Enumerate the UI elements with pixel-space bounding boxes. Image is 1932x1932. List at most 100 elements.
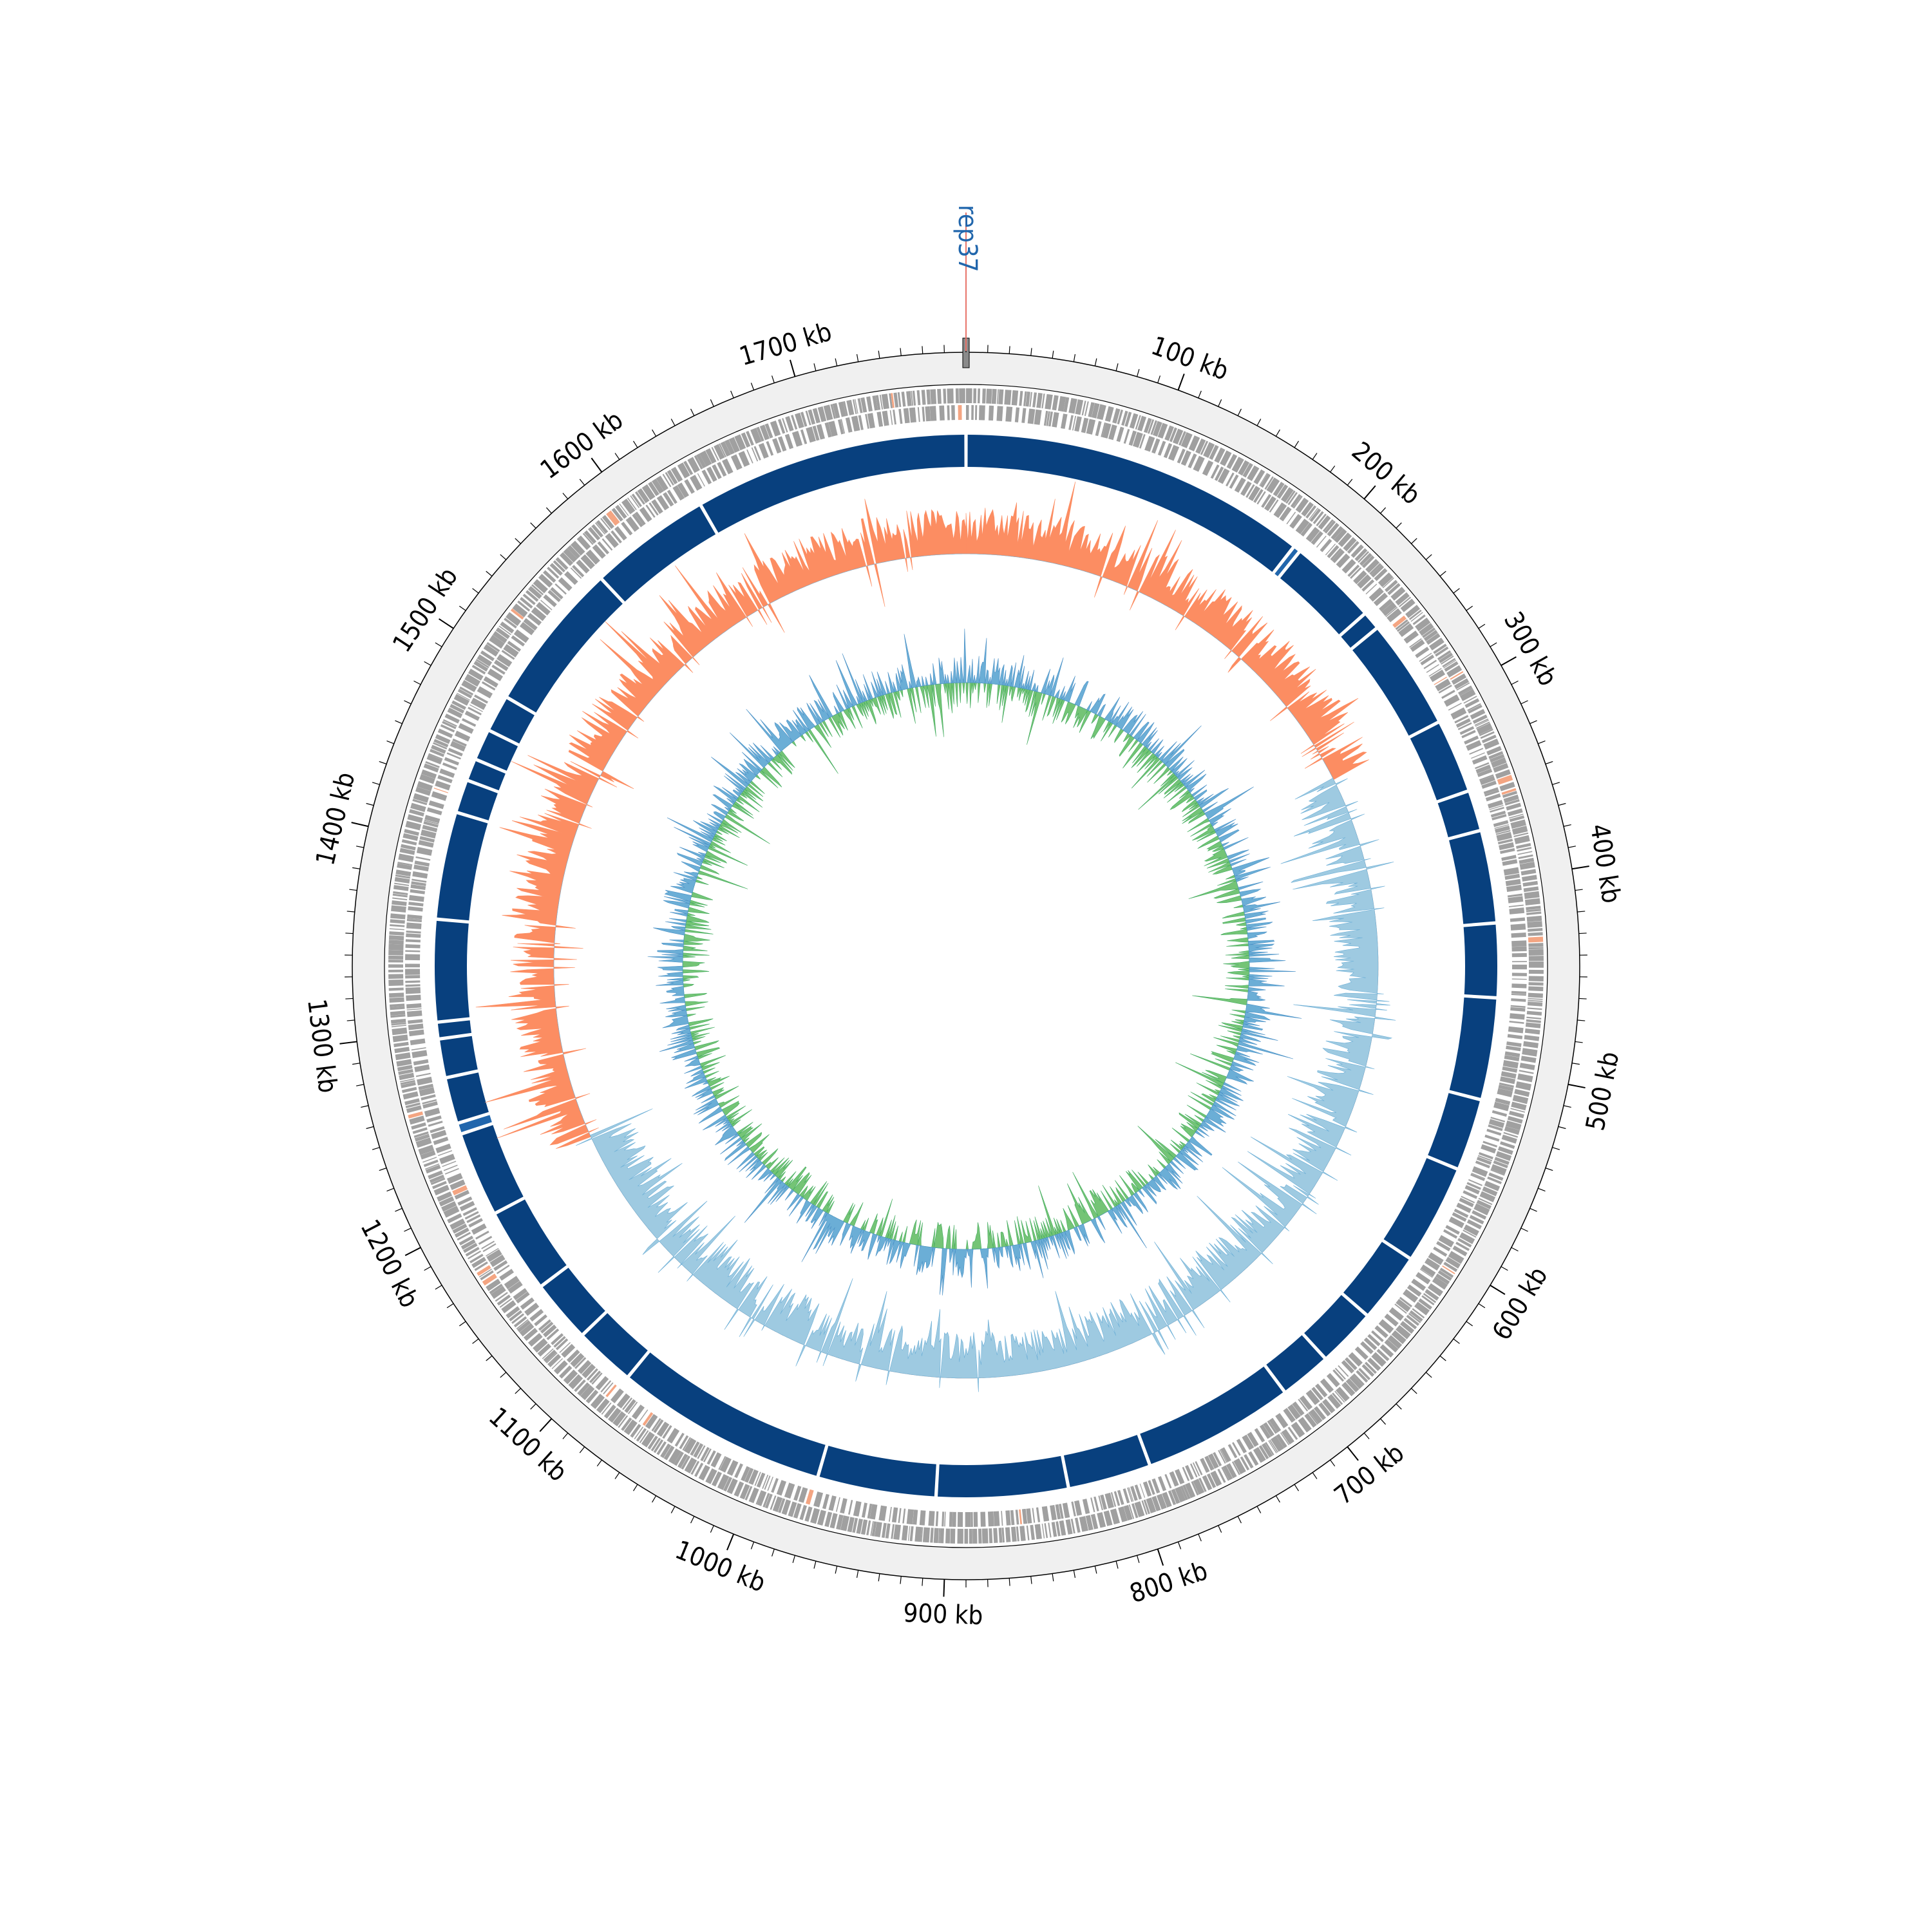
gene	[1132, 431, 1143, 448]
gene	[682, 1437, 691, 1451]
tick-label-900-kb: 900 kb	[903, 1598, 983, 1631]
gene	[687, 457, 700, 473]
gene	[656, 495, 670, 511]
gene	[1511, 932, 1526, 938]
gene	[1116, 426, 1124, 442]
gene	[1378, 572, 1394, 587]
gene	[650, 1437, 661, 1452]
gene	[1425, 1258, 1441, 1271]
gene	[813, 1492, 824, 1508]
gene	[874, 1521, 882, 1537]
gene	[1528, 936, 1544, 943]
gene	[651, 499, 663, 515]
gene	[1419, 652, 1432, 662]
gene	[1509, 815, 1525, 822]
gene	[771, 1478, 779, 1493]
gene	[1334, 528, 1347, 544]
gene	[717, 1473, 730, 1490]
minor-tick	[1530, 1208, 1537, 1212]
gene	[866, 396, 873, 412]
gene	[1434, 676, 1447, 685]
gene	[1081, 417, 1089, 433]
gene	[1332, 549, 1345, 564]
minor-tick	[1575, 1041, 1583, 1043]
gene	[1381, 601, 1397, 616]
gene	[938, 1528, 941, 1544]
gene	[438, 1150, 453, 1157]
gene	[642, 1412, 654, 1426]
gene	[531, 607, 547, 621]
gene	[534, 1314, 547, 1327]
gene	[865, 413, 869, 429]
minor-tick	[1218, 1525, 1222, 1533]
gene	[409, 895, 424, 902]
gene	[897, 392, 902, 408]
gene	[997, 389, 999, 404]
gene	[728, 437, 740, 453]
gene	[402, 833, 419, 841]
minor-tick	[1237, 408, 1242, 416]
gene	[1117, 1490, 1124, 1505]
gene	[420, 1150, 436, 1160]
gene	[1276, 484, 1289, 499]
gene	[1323, 519, 1334, 532]
minor-tick	[813, 363, 817, 372]
gene	[605, 1384, 617, 1397]
tick-label-1000-kb: 1000 kb	[671, 1535, 770, 1598]
gene	[426, 754, 442, 764]
major-tick	[1571, 865, 1589, 870]
gene	[1503, 794, 1519, 804]
gene	[1488, 751, 1504, 759]
gene	[847, 1517, 855, 1533]
gene	[1519, 1070, 1534, 1074]
gene	[714, 444, 725, 460]
gene	[757, 1490, 767, 1506]
gene	[1396, 1325, 1411, 1340]
gene	[447, 1213, 462, 1224]
gene	[891, 393, 895, 408]
gene	[1048, 411, 1054, 427]
contig	[603, 506, 716, 602]
gene	[394, 876, 410, 884]
minor-tick	[562, 1432, 569, 1439]
gene	[1063, 397, 1070, 413]
gene	[1123, 1504, 1133, 1521]
gene	[1242, 1434, 1255, 1450]
gene	[712, 1471, 723, 1487]
contig	[1410, 723, 1468, 800]
gene	[781, 1499, 791, 1515]
gene	[656, 475, 668, 491]
gene	[622, 1397, 633, 1410]
gene	[1484, 1180, 1501, 1191]
gene	[574, 1357, 587, 1369]
gene	[517, 600, 531, 612]
gene	[1475, 719, 1490, 727]
gene	[493, 1260, 508, 1271]
gene	[730, 454, 743, 471]
gene	[1273, 502, 1287, 518]
gene	[392, 1034, 408, 1043]
gene	[419, 836, 435, 843]
gene	[559, 1341, 571, 1353]
gene	[914, 1526, 922, 1542]
gene	[806, 1489, 814, 1505]
gene	[388, 974, 404, 980]
minor-tick	[1425, 1372, 1432, 1378]
gene	[1041, 393, 1045, 409]
gene	[558, 577, 573, 591]
gene	[1494, 825, 1510, 833]
gene	[734, 434, 746, 451]
gene	[468, 706, 482, 715]
gene	[1466, 1219, 1482, 1229]
gene	[959, 388, 965, 404]
gene	[412, 871, 428, 879]
gene	[547, 589, 561, 603]
gene	[1309, 1408, 1323, 1424]
gene	[623, 1419, 638, 1435]
gene	[1269, 1439, 1278, 1453]
tick-label-1300-kb: 1300 kb	[301, 998, 343, 1095]
gene	[1361, 1364, 1375, 1377]
gene	[756, 1472, 766, 1488]
minor-tick	[1545, 1168, 1553, 1171]
gene	[493, 659, 509, 672]
